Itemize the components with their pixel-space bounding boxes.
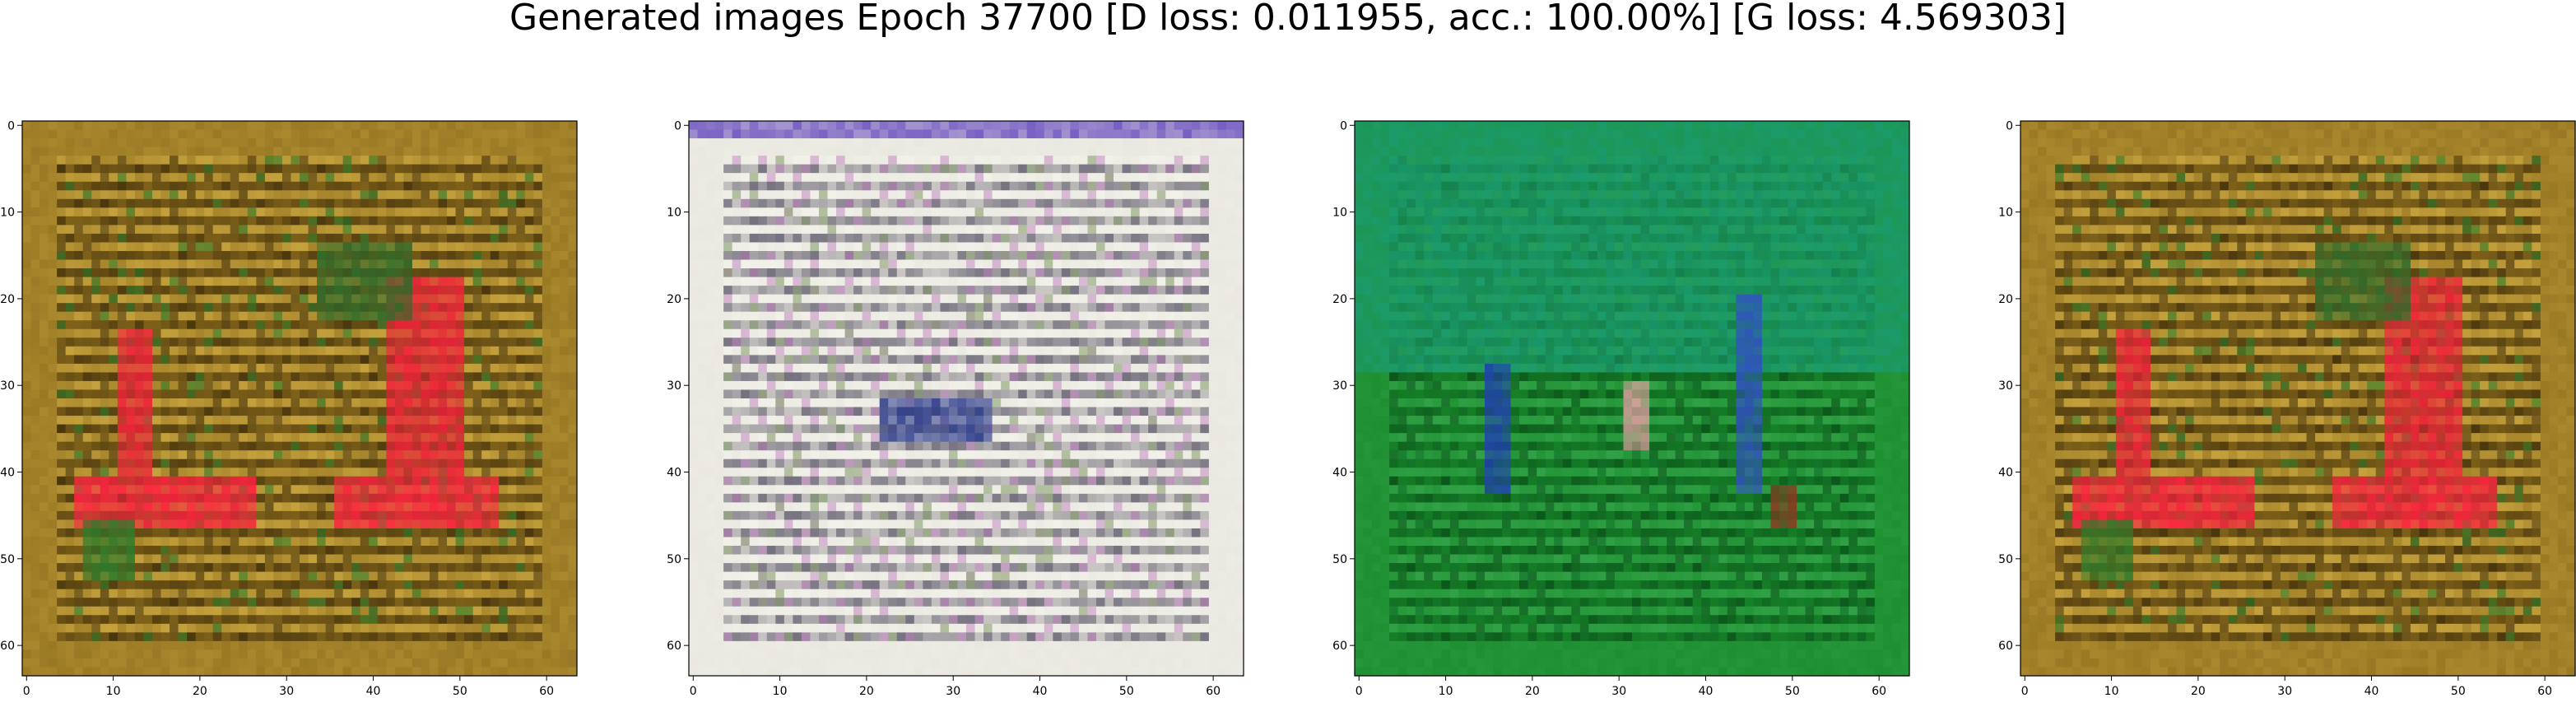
image-axes-4: 0 10 20 30 40 50 60 0 10 20 30 40 50 60	[1998, 119, 2576, 712]
y-tick-label: 20	[667, 293, 681, 306]
x-tick-label: 0	[2021, 685, 2029, 698]
y-tick-label: 10	[0, 207, 15, 220]
y-tick-label: 0	[674, 119, 681, 133]
image-pixels	[2020, 121, 2576, 677]
x-tick-label: 60	[1872, 685, 1886, 698]
x-tick-label: 30	[946, 685, 960, 698]
x-tick-label: 40	[1033, 685, 1048, 698]
x-tick-label: 10	[106, 685, 121, 698]
y-tick-label: 20	[1332, 293, 1347, 306]
x-tick-label: 40	[366, 685, 381, 698]
y-tick-label: 20	[1998, 293, 2013, 306]
x-tick-label: 50	[453, 685, 467, 698]
y-tick-label: 50	[667, 553, 681, 566]
image-pixels	[689, 121, 1244, 677]
x-tick-label: 20	[2191, 685, 2206, 698]
y-tick-label: 30	[1332, 379, 1347, 393]
x-tick-label: 30	[1611, 685, 1626, 698]
y-tick-label: 30	[667, 379, 681, 393]
y-tick-label: 60	[0, 640, 15, 653]
image-pixels	[22, 121, 578, 677]
y-tick-label: 60	[1998, 640, 2013, 653]
image-axes-3: 0 10 20 30 40 50 60 0 10 20 30 40 50 60	[1332, 119, 1923, 712]
y-tick-label: 40	[667, 467, 681, 480]
x-tick-label: 40	[2364, 685, 2379, 698]
y-tick-label: 40	[1998, 467, 2013, 480]
x-tick-label: 10	[773, 685, 788, 698]
y-tick-label: 0	[2006, 119, 2013, 133]
y-tick-label: 50	[0, 553, 15, 566]
x-tick-label: 0	[1355, 685, 1363, 698]
x-tick-label: 10	[2104, 685, 2119, 698]
x-tick-label: 40	[1699, 685, 1713, 698]
x-tick-label: 30	[2277, 685, 2292, 698]
x-tick-label: 20	[1525, 685, 1540, 698]
image-pixels	[1355, 121, 1910, 677]
y-tick-label: 0	[1340, 119, 1347, 133]
y-tick-label: 10	[667, 207, 681, 220]
y-tick-label: 60	[1332, 640, 1347, 653]
x-tick-label: 20	[193, 685, 207, 698]
x-tick-label: 50	[1785, 685, 1800, 698]
x-tick-label: 30	[279, 685, 294, 698]
y-tick-label: 20	[0, 293, 15, 306]
image-axes-2: 0 10 20 30 40 50 60 0 10 20 30 40 50 60	[667, 119, 1257, 712]
y-tick-label: 30	[0, 379, 15, 393]
y-tick-label: 30	[1998, 379, 2013, 393]
x-tick-label: 50	[2451, 685, 2466, 698]
image-axes-1: 0 10 20 30 40 50 60 0 10 20 30 40 50 60	[0, 119, 590, 712]
y-tick-label: 10	[1332, 207, 1347, 220]
x-tick-label: 60	[1206, 685, 1221, 698]
x-tick-label: 60	[539, 685, 554, 698]
y-tick-label: 40	[0, 467, 15, 480]
x-tick-label: 10	[1439, 685, 1453, 698]
x-tick-label: 20	[859, 685, 874, 698]
figure-title: Generated images Epoch 37700 [D loss: 0.…	[0, 0, 2576, 40]
y-tick-label: 60	[667, 640, 681, 653]
x-tick-label: 0	[690, 685, 697, 698]
y-tick-label: 50	[1332, 553, 1347, 566]
y-tick-label: 50	[1998, 553, 2013, 566]
y-tick-label: 40	[1332, 467, 1347, 480]
y-tick-label: 0	[7, 119, 15, 133]
x-tick-label: 0	[23, 685, 30, 698]
x-tick-label: 50	[1119, 685, 1134, 698]
x-tick-label: 60	[2537, 685, 2552, 698]
y-tick-label: 10	[1998, 207, 2013, 220]
